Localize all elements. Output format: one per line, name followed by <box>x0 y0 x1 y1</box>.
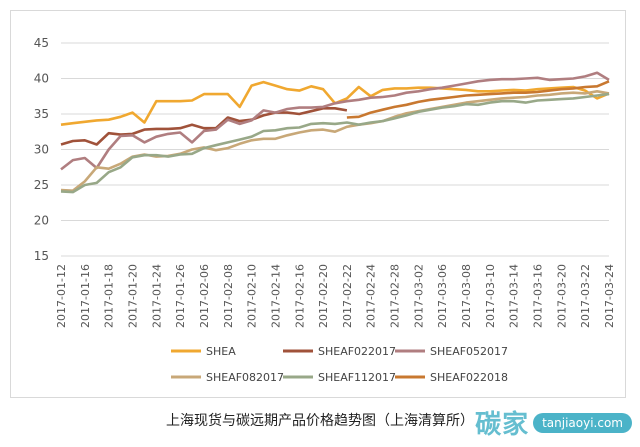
series-line-sheaf112017 <box>60 92 610 194</box>
chart-frame: 15 20 25 30 35 40 45 2017-01-12 2017-01-16 2017-0… <box>10 10 626 398</box>
y-tick-label: 30 <box>34 143 49 157</box>
watermark-logo: 碳家 <box>475 410 530 440</box>
x-tick-label: 2017-02-16 <box>293 264 306 328</box>
x-tick-label: 2017-02-10 <box>246 264 259 328</box>
x-tick-label: 2017-01-26 <box>174 264 187 328</box>
x-tick-label: 2017-03-08 <box>460 264 473 328</box>
legend-label: SHEAF022018 <box>430 371 508 384</box>
x-tick-label: 2017-02-22 <box>341 264 354 328</box>
x-tick-label: 2017-01-16 <box>79 264 92 328</box>
x-tick-label: 2017-03-10 <box>484 264 497 328</box>
x-tick-label: 2017-01-18 <box>103 264 116 328</box>
y-tick-label: 15 <box>34 249 49 263</box>
x-tick-label: 2017-02-28 <box>389 264 402 328</box>
watermark: 碳家 tanjiaoyi.com <box>475 404 632 441</box>
legend-label: SHEAF112017 <box>318 371 396 384</box>
series-line-sheaf022018 <box>346 80 610 119</box>
series-line-sheaf022017 <box>60 107 348 146</box>
x-tick-label: 2017-02-06 <box>198 264 211 328</box>
legend-label: SHEAF022017 <box>318 345 396 358</box>
chart-caption: 上海现货与碳远期产品价格趋势图（上海清算所） <box>166 413 474 429</box>
x-tick-label: 2017-03-24 <box>603 264 616 328</box>
x-tick-label: 2017-01-24 <box>150 264 163 328</box>
y-tick-label: 35 <box>34 107 49 121</box>
y-tick-label: 20 <box>34 214 49 228</box>
legend-label: SHEAF082017 <box>206 371 284 384</box>
y-tick-label: 40 <box>34 72 49 86</box>
watermark-url: tanjiaoyi.com <box>533 412 632 433</box>
series-line-sheaf052017 <box>60 71 610 171</box>
y-tick-label: 25 <box>34 178 49 192</box>
x-tick-label: 2017-02-08 <box>222 264 235 328</box>
x-tick-label: 2017-02-14 <box>269 264 282 328</box>
x-tick-label: 2017-02-24 <box>365 264 378 328</box>
x-tick-label: 2017-03-14 <box>508 264 521 328</box>
x-tick-label: 2017-01-20 <box>126 264 139 328</box>
x-tick-label: 2017-03-16 <box>532 264 545 328</box>
x-tick-label: 2017-03-22 <box>579 264 592 328</box>
x-tick-label: 2017-02-20 <box>317 264 330 328</box>
x-tick-label: 2017-03-06 <box>436 264 449 328</box>
y-tick-label: 45 <box>34 36 49 50</box>
x-tick-label: 2017-03-02 <box>412 264 425 328</box>
legend-label: SHEAF052017 <box>430 345 508 358</box>
legend-label: SHEA <box>206 345 236 358</box>
x-tick-label: 2017-01-12 <box>55 264 68 328</box>
price-trend-chart: 15 20 25 30 35 40 45 2017-01-12 2017-01-16 2017-0… <box>34 36 616 384</box>
x-tick-label: 2017-03-20 <box>555 264 568 328</box>
